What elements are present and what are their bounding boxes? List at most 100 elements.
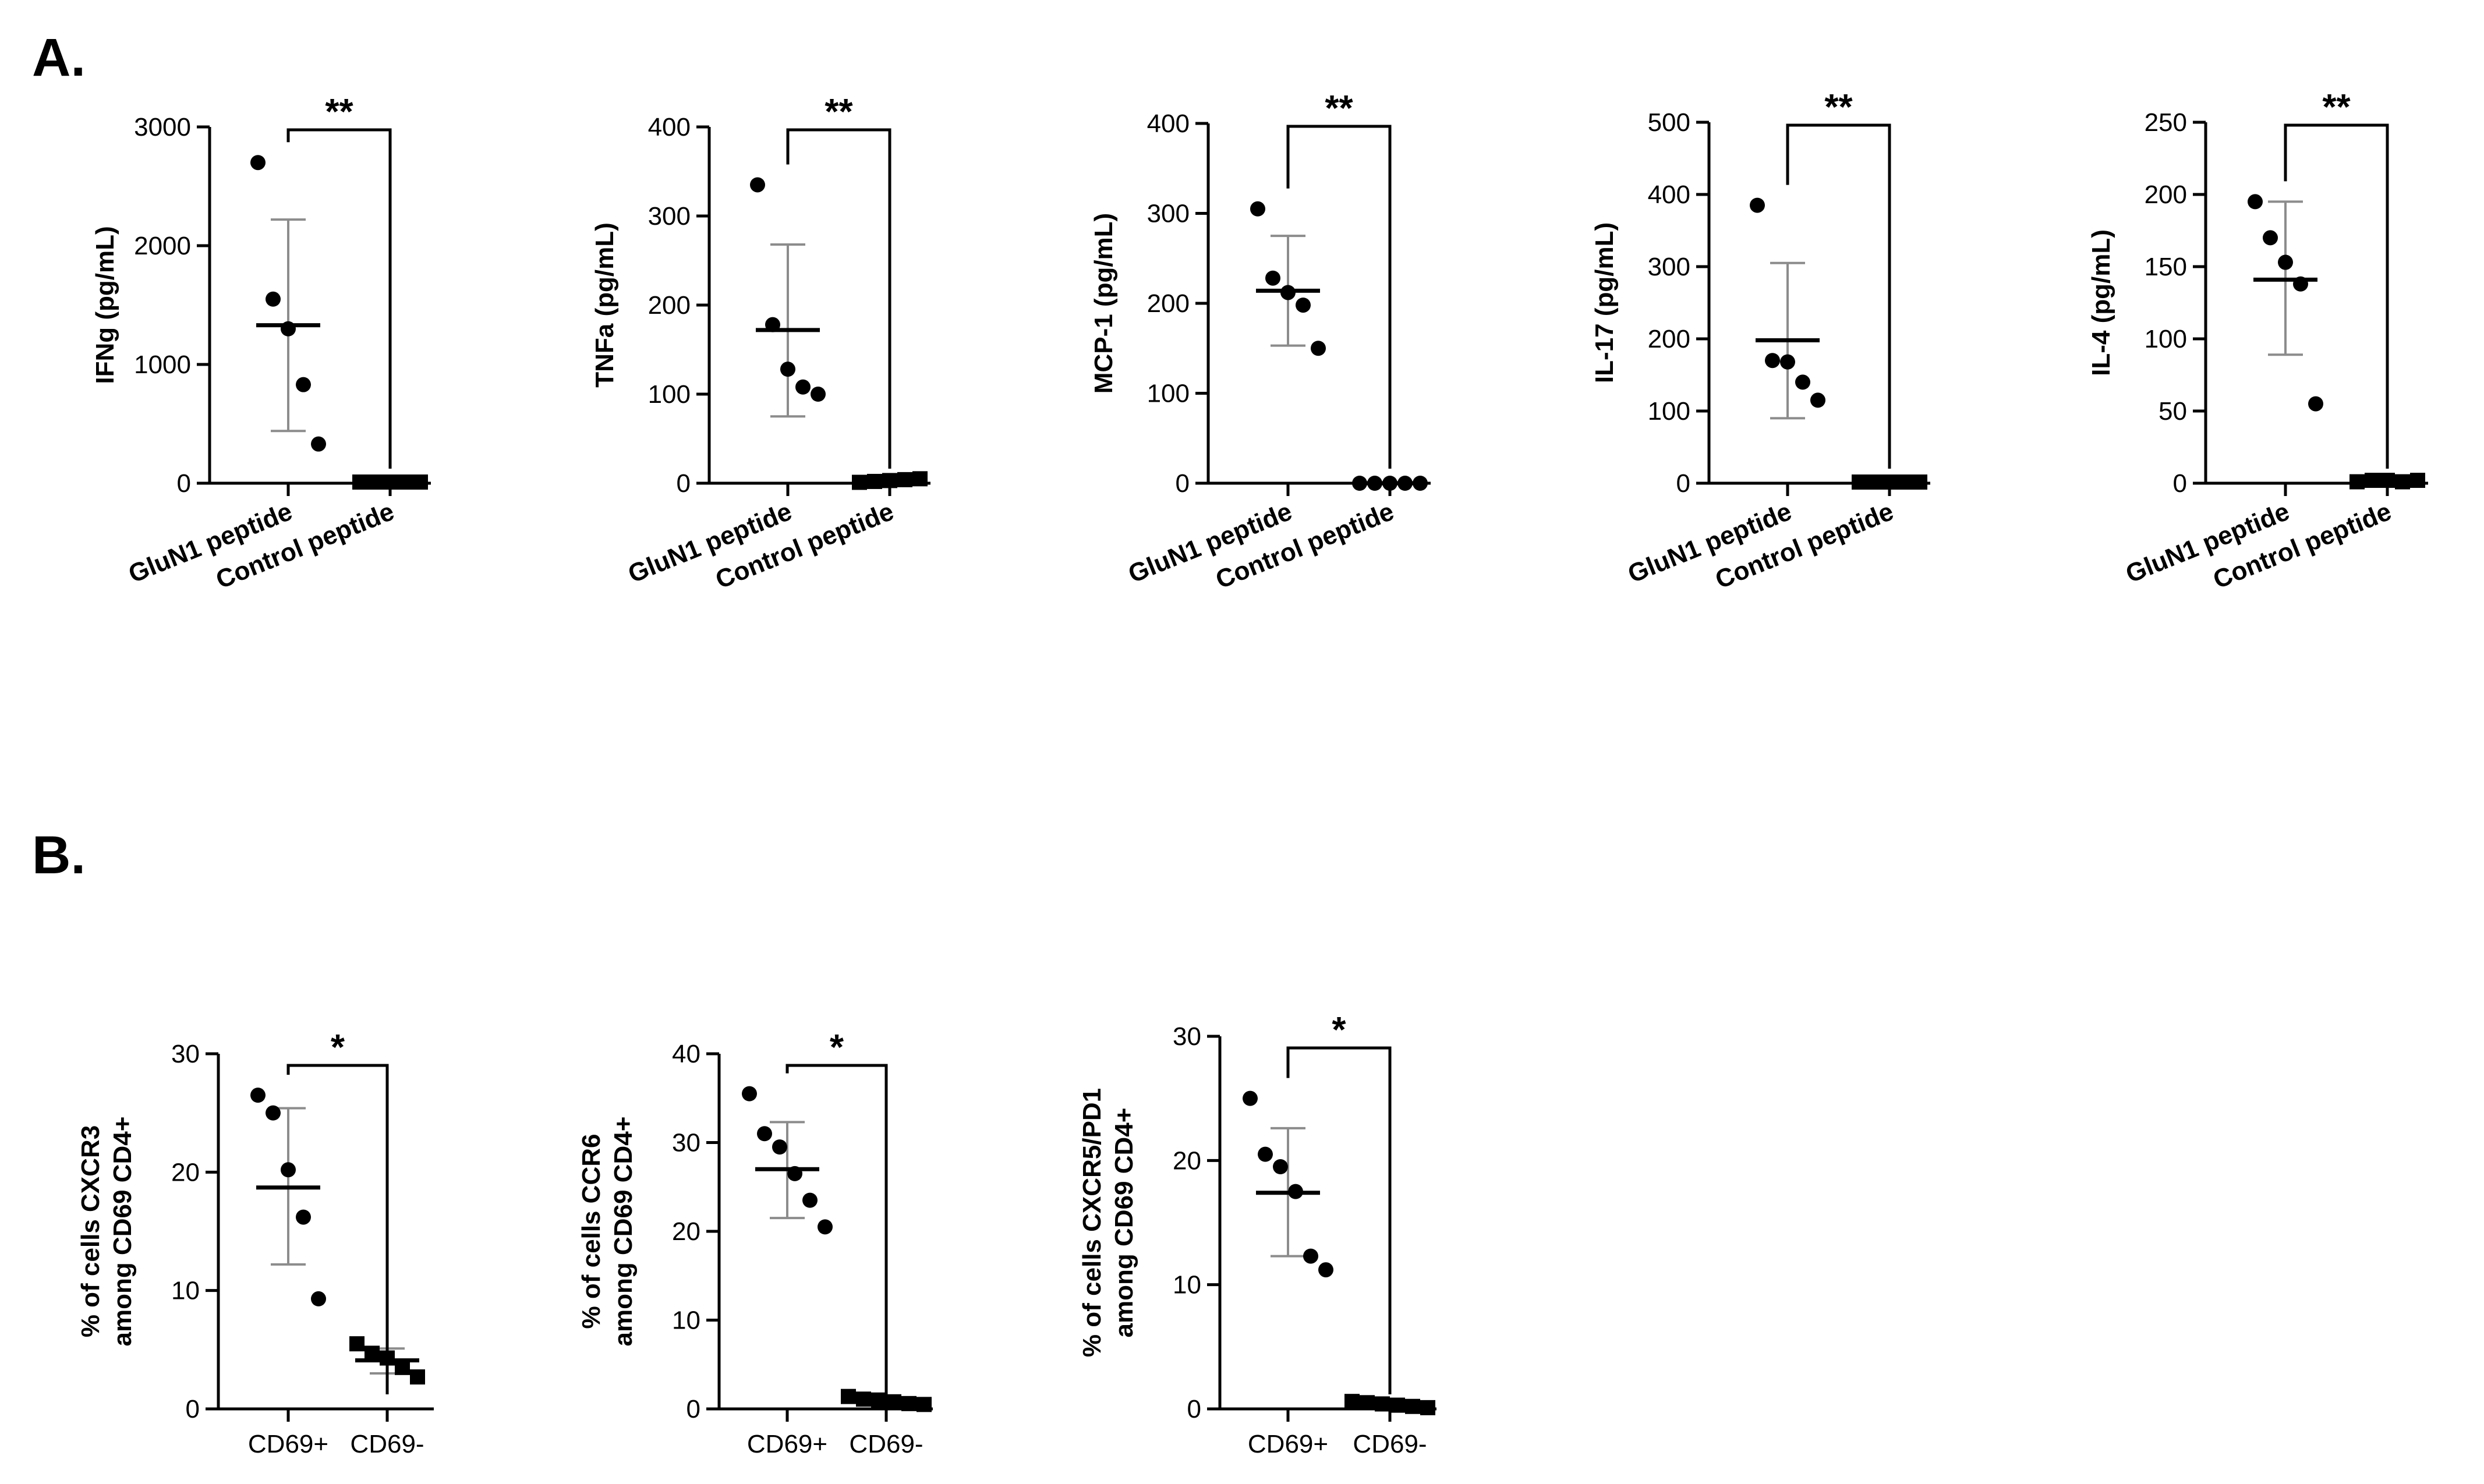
significance-bracket — [286, 128, 392, 469]
y-tick-label: 0 — [1187, 1395, 1201, 1423]
y-axis-title: % of cells CXCR5/PD1 — [1078, 1088, 1106, 1357]
data-point — [795, 379, 811, 395]
data-point — [1296, 297, 1311, 313]
panel-label-b: B. — [32, 826, 86, 885]
data-point — [2278, 254, 2293, 270]
x-category-label: CD69+ — [248, 1430, 328, 1458]
y-axis-title: among CD69 CD4+ — [1110, 1108, 1138, 1338]
y-tick-label: 0 — [186, 1395, 200, 1423]
data-point — [2308, 396, 2323, 412]
group-negative — [1352, 476, 1428, 491]
data-point — [917, 1397, 932, 1412]
data-point — [281, 1162, 296, 1178]
y-tick-label: 30 — [171, 1040, 200, 1068]
significance-bracket — [286, 1064, 389, 1394]
data-point — [2248, 194, 2263, 210]
data-point — [410, 1369, 425, 1385]
data-point — [1810, 392, 1825, 408]
y-tick-label: 20 — [171, 1158, 200, 1187]
data-point — [266, 1105, 281, 1121]
y-tick-label: 400 — [648, 113, 691, 141]
data-point — [1265, 270, 1280, 286]
data-point — [901, 1396, 917, 1411]
y-tick-label: 0 — [687, 1395, 700, 1423]
significance-label: ** — [825, 92, 853, 132]
y-tick-label: 0 — [1676, 469, 1690, 498]
data-point — [757, 1126, 772, 1142]
x-category-label: CD69+ — [747, 1430, 827, 1458]
group-positive — [750, 177, 826, 418]
y-tick-label: 200 — [648, 291, 691, 320]
y-tick-label: 100 — [2145, 325, 2187, 353]
data-point — [266, 291, 281, 307]
significance-label: * — [331, 1028, 345, 1068]
data-point — [1318, 1262, 1333, 1278]
y-tick-label: 400 — [1147, 109, 1190, 138]
data-point — [296, 377, 311, 392]
y-tick-label: 10 — [672, 1306, 700, 1335]
group-negative — [1344, 1394, 1435, 1415]
data-point — [349, 1336, 365, 1352]
y-tick-label: 10 — [171, 1277, 200, 1305]
y-tick-label: 100 — [1648, 397, 1690, 426]
significance-bracket — [1786, 123, 1891, 469]
y-tick-label: 300 — [1648, 253, 1690, 281]
y-tick-label: 10 — [1173, 1271, 1201, 1299]
group-negative — [2349, 473, 2425, 490]
significance-bracket — [1286, 1046, 1392, 1394]
data-point — [772, 1139, 787, 1155]
significance-bracket — [785, 1064, 888, 1394]
chart-7: 0 10 20 30 40 % of cells CCR6 among CD69 CD4+ C… — [577, 1028, 933, 1458]
x-category-label: CD69- — [849, 1430, 923, 1458]
y-axis-title: % of cells CCR6 — [577, 1134, 606, 1329]
y-tick-label: 300 — [1147, 200, 1190, 228]
significance-bracket — [786, 128, 891, 469]
chart-8: 0 10 20 30 % of cells CXCR5/PD1 among CD69 CD… — [1078, 1010, 1436, 1458]
data-point — [311, 1291, 326, 1306]
data-point — [1420, 1400, 1435, 1415]
group-positive — [1250, 201, 1326, 356]
y-tick-label: 0 — [677, 469, 691, 498]
y-axis-title: among CD69 CD4+ — [108, 1117, 137, 1347]
y-axis-title: TNFa (pg/mL) — [590, 222, 619, 388]
group-negative — [352, 474, 428, 490]
x-category-label: CD69- — [350, 1430, 424, 1458]
significance-label: * — [830, 1028, 844, 1068]
y-tick-label: 1000 — [134, 350, 191, 379]
y-tick-label: 200 — [1648, 325, 1690, 353]
y-tick-label: 300 — [648, 202, 691, 231]
x-category-label: CD69+ — [1248, 1430, 1328, 1458]
y-tick-label: 150 — [2145, 253, 2187, 281]
y-tick-label: 30 — [1173, 1022, 1201, 1051]
x-category-label: CD69- — [1353, 1430, 1427, 1458]
data-point — [750, 177, 765, 193]
y-axis-title: IFNg (pg/mL) — [91, 226, 119, 384]
data-point — [1243, 1090, 1258, 1106]
data-point — [841, 1389, 856, 1404]
data-point — [1250, 201, 1265, 217]
data-point — [1311, 341, 1326, 356]
y-tick-label: 40 — [672, 1040, 700, 1068]
y-axis-title: IL-17 (pg/mL) — [1590, 222, 1619, 383]
data-point — [365, 1345, 380, 1361]
group-positive — [250, 155, 326, 452]
panel-label-a: A. — [32, 28, 86, 87]
y-tick-label: 3000 — [134, 113, 191, 141]
group-positive — [1243, 1090, 1333, 1278]
y-tick-label: 400 — [1648, 180, 1690, 209]
data-point — [811, 387, 826, 402]
y-tick-label: 500 — [1648, 108, 1690, 137]
data-point — [1360, 1395, 1375, 1411]
data-point — [311, 436, 326, 452]
y-tick-label: 200 — [1147, 289, 1190, 318]
y-axis-title: among CD69 CD4+ — [609, 1117, 638, 1347]
data-point — [1795, 374, 1810, 390]
significance-label: ** — [1325, 88, 1353, 129]
significance-bracket — [1286, 125, 1392, 469]
data-point — [1273, 1159, 1288, 1174]
data-point — [296, 1209, 311, 1225]
data-point — [1258, 1146, 1273, 1162]
group-negative — [852, 471, 928, 490]
significance-label: ** — [2322, 87, 2351, 127]
